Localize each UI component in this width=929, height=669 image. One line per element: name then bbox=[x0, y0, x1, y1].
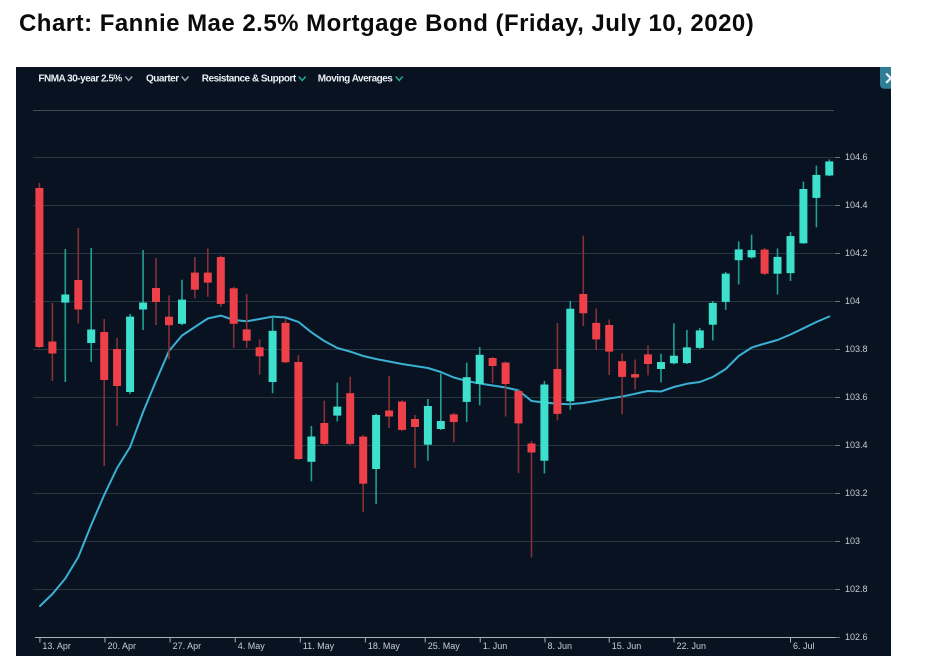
svg-text:103: 103 bbox=[845, 536, 860, 546]
svg-text:18. May: 18. May bbox=[368, 641, 401, 651]
svg-text:102.8: 102.8 bbox=[845, 584, 868, 594]
svg-text:6. Jul: 6. Jul bbox=[793, 641, 815, 651]
svg-text:8. Jun: 8. Jun bbox=[548, 641, 573, 651]
svg-text:103.4: 103.4 bbox=[845, 440, 868, 450]
svg-text:Quarter: Quarter bbox=[146, 73, 179, 84]
svg-text:15. Jun: 15. Jun bbox=[612, 641, 642, 651]
svg-text:11. May: 11. May bbox=[303, 641, 335, 651]
svg-text:103.6: 103.6 bbox=[845, 392, 868, 402]
svg-text:103.8: 103.8 bbox=[845, 344, 868, 354]
svg-text:4. May: 4. May bbox=[238, 641, 266, 651]
svg-text:20. Apr: 20. Apr bbox=[108, 641, 137, 651]
svg-text:104.4: 104.4 bbox=[845, 200, 868, 210]
svg-text:13. Apr: 13. Apr bbox=[42, 641, 71, 651]
svg-text:103.2: 103.2 bbox=[845, 488, 868, 498]
svg-text:FNMA 30-year 2.5%: FNMA 30-year 2.5% bbox=[38, 73, 122, 84]
svg-text:104.6: 104.6 bbox=[845, 152, 868, 162]
svg-text:1. Jun: 1. Jun bbox=[483, 641, 508, 651]
svg-text:102.6: 102.6 bbox=[845, 632, 868, 642]
svg-text:22. Jun: 22. Jun bbox=[677, 641, 707, 651]
svg-text:Moving Averages: Moving Averages bbox=[318, 73, 393, 84]
svg-text:25. May: 25. May bbox=[428, 641, 461, 651]
svg-text:27. Apr: 27. Apr bbox=[173, 641, 202, 651]
svg-text:104: 104 bbox=[845, 296, 860, 306]
svg-text:Resistance & Support: Resistance & Support bbox=[202, 73, 297, 84]
svg-text:104.2: 104.2 bbox=[845, 248, 868, 258]
